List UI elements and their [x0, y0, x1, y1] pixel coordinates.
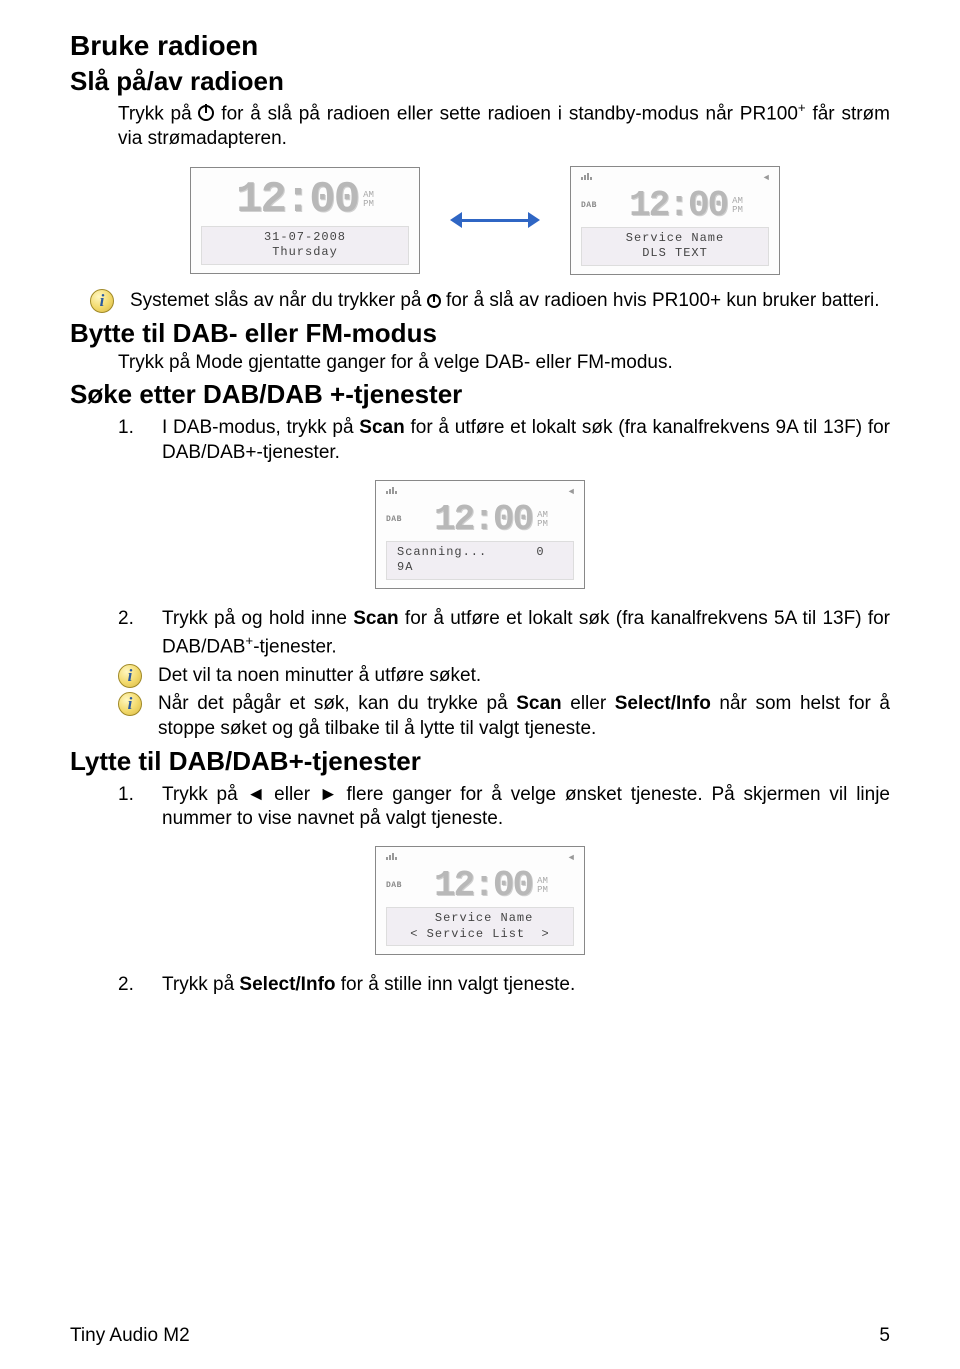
time-digits: 12:00: [434, 499, 532, 540]
ampm: AM PM: [363, 191, 374, 209]
mode-paragraph: Trykk på Mode gjentatte ganger for å vel…: [118, 351, 890, 376]
section-mode-title: Bytte til DAB- eller FM-modus: [70, 318, 890, 349]
info-text: Systemet slås av når du trykker på for å…: [130, 289, 890, 314]
lcd-on: ◄ DAB 12:00 AM PM Service Name DLS TEXT: [570, 166, 780, 275]
info-text: Når det pågår et søk, kan du trykke på S…: [158, 692, 890, 741]
speaker-icon: ◄: [764, 173, 769, 183]
double-arrow-icon: [450, 212, 540, 228]
step-number: 1.: [118, 783, 138, 832]
lcd-pair: 12:00 AM PM 31-07-2008 Thursday ◄ DAB 12…: [190, 166, 890, 275]
lcd-text-line: 31-07-2008 Thursday: [201, 226, 409, 265]
lcd-text-line: Service Name < Service List >: [386, 907, 574, 946]
pm-label: PM: [732, 206, 743, 215]
step-number: 2.: [118, 973, 138, 998]
power-icon: [198, 105, 214, 121]
info-duration: i Det vil ta noen minutter å utføre søke…: [118, 664, 890, 689]
signal-icon: [386, 487, 397, 494]
page-title: Bruke radioen: [70, 30, 890, 62]
info-power-off: i Systemet slås av når du trykker på for…: [90, 289, 890, 314]
lcd-time: 12:00 AM PM: [408, 499, 574, 541]
ampm: AM PM: [537, 511, 548, 529]
power-icon: [427, 294, 441, 308]
dab-label: DAB: [386, 881, 402, 890]
listen-step-2: 2. Trykk på Select/Info for å stille inn…: [118, 973, 890, 998]
signal-icon: [386, 853, 397, 860]
lcd-text-line: Service Name DLS TEXT: [581, 227, 769, 266]
signal-icon: [581, 173, 592, 180]
pm-label: PM: [363, 200, 374, 209]
section-listen-title: Lytte til DAB/DAB+-tjenester: [70, 746, 890, 777]
pm-label: PM: [537, 520, 548, 529]
step-text: I DAB-modus, trykk på Scan for å utføre …: [162, 416, 890, 465]
info-stop-search: i Når det pågår et søk, kan du trykke på…: [118, 692, 890, 741]
lcd-standby: 12:00 AM PM 31-07-2008 Thursday: [190, 167, 420, 274]
step-text: Trykk på ◄ eller ► flere ganger for å ve…: [162, 783, 890, 832]
time-digits: 12:00: [236, 175, 358, 225]
pm-label: PM: [537, 886, 548, 895]
lcd-scanning: ◄ DAB 12:00 AM PM Scanning... 0 9A: [375, 480, 585, 589]
ampm: AM PM: [537, 877, 548, 895]
step-number: 1.: [118, 416, 138, 465]
power-paragraph: Trykk på for å slå på radioen eller sett…: [118, 99, 890, 152]
lcd-service-list: ◄ DAB 12:00 AM PM Service Name < Service…: [375, 846, 585, 955]
text: for å slå på radioen eller sette radioen…: [221, 103, 798, 124]
speaker-icon: ◄: [569, 487, 574, 497]
search-step-2: 2. Trykk på og hold inne Scan for å utfø…: [118, 607, 890, 660]
sup-plus: +: [798, 100, 806, 115]
text: Trykk på: [118, 103, 198, 124]
time-digits: 12:00: [434, 865, 532, 906]
lcd-status-bar: ◄: [581, 173, 769, 185]
info-icon: i: [118, 664, 142, 688]
info-icon: i: [118, 692, 142, 716]
lcd-time: 12:00 AM PM: [603, 185, 769, 227]
section-power-title: Slå på/av radioen: [70, 66, 890, 97]
lcd-time: 12:00 AM PM: [408, 865, 574, 907]
dab-label: DAB: [581, 201, 597, 210]
info-icon: i: [90, 289, 114, 313]
section-search-title: Søke etter DAB/DAB +-tjenester: [70, 379, 890, 410]
speaker-icon: ◄: [569, 853, 574, 863]
lcd-text-line: Scanning... 0 9A: [386, 541, 574, 580]
step-text: Trykk på Select/Info for å stille inn va…: [162, 973, 890, 998]
step-number: 2.: [118, 607, 138, 660]
dab-label: DAB: [386, 515, 402, 524]
step-text: Trykk på og hold inne Scan for å utføre …: [162, 607, 890, 660]
time-digits: 12:00: [629, 185, 727, 226]
listen-step-1: 1. Trykk på ◄ eller ► flere ganger for å…: [118, 783, 890, 832]
page-number: 5: [879, 1325, 890, 1347]
info-text: Det vil ta noen minutter å utføre søket.: [158, 664, 890, 689]
lcd-status-bar: ◄: [386, 853, 574, 865]
lcd-status-bar: ◄: [386, 487, 574, 499]
footer-product-name: Tiny Audio M2: [70, 1325, 190, 1347]
search-step-1: 1. I DAB-modus, trykk på Scan for å utfø…: [118, 416, 890, 465]
ampm: AM PM: [732, 197, 743, 215]
lcd-time: 12:00 AM PM: [201, 174, 409, 226]
